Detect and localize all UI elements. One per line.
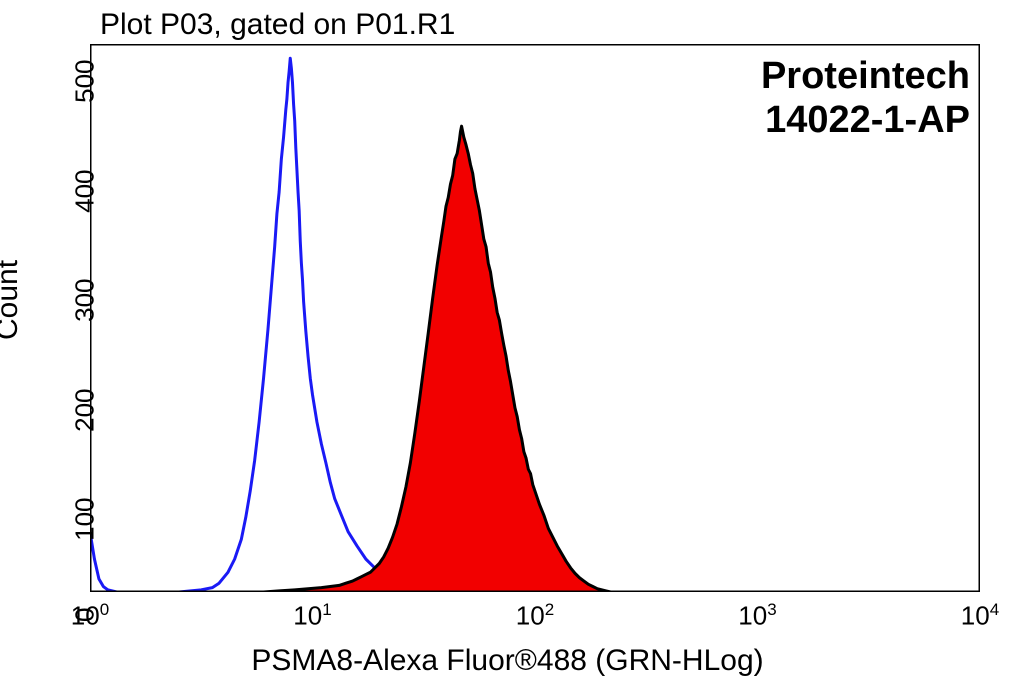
y-tick-label: 100 [70,498,101,548]
x-tick-label: 102 [516,600,554,632]
brand-name: Proteintech [761,55,970,99]
catalog-number: 14022-1-AP [761,99,970,143]
y-axis-label: Count [0,260,25,340]
y-tick-label: 500 [70,60,101,110]
x-tick-label: 103 [738,600,776,632]
brand-legend: Proteintech 14022-1-AP [761,55,970,142]
x-tick-label: 101 [293,600,331,632]
y-tick-label: 200 [70,388,101,438]
facs-histogram-page: Plot P03, gated on P01.R1 Count 01002003… [0,0,1015,684]
x-tick-label: 104 [961,600,999,632]
y-tick-label: 400 [70,169,101,219]
y-tick-label: 300 [70,279,101,329]
x-axis-label: PSMA8-Alexa Fluor®488 (GRN-HLog) [0,644,1015,678]
plot-title: Plot P03, gated on P01.R1 [100,8,455,42]
x-tick-label: 100 [71,600,109,632]
